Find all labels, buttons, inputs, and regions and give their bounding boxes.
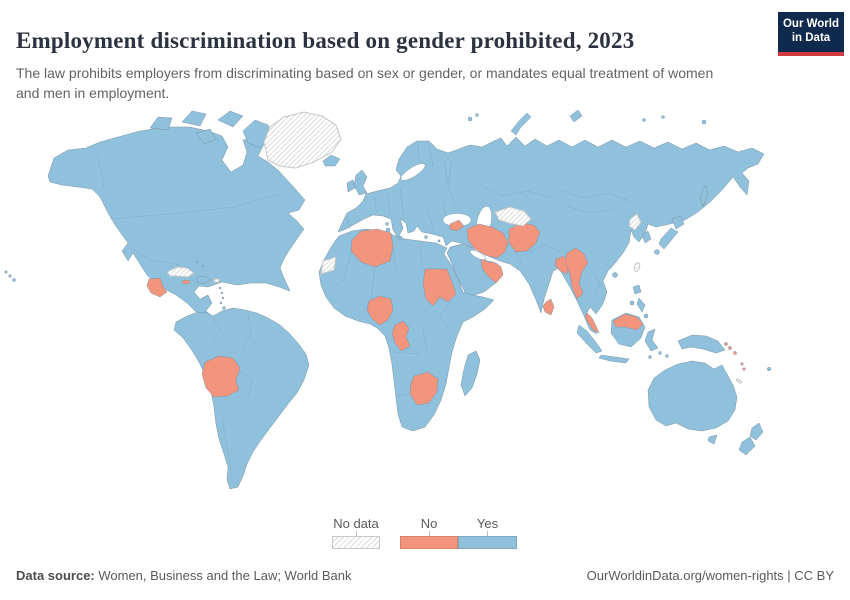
legend-tick-no xyxy=(429,531,430,536)
landmass-eurasia[interactable] xyxy=(337,136,765,335)
country-ireland[interactable] xyxy=(346,179,356,193)
country-iran[interactable] xyxy=(466,223,509,259)
country-australia[interactable] xyxy=(647,360,738,432)
data-source-text: Women, Business and the Law; World Bank xyxy=(94,568,352,583)
page-title: Employment discrimination based on gende… xyxy=(16,28,635,54)
island-hainan[interactable] xyxy=(612,272,618,278)
islands-caribbean[interactable] xyxy=(195,260,226,310)
data-source: Data source: Women, Business and the Law… xyxy=(16,568,352,583)
country-jamaica[interactable] xyxy=(181,279,191,285)
country-azerbaijan[interactable] xyxy=(449,219,465,232)
country-papua-new-guinea[interactable] xyxy=(677,334,726,354)
country-madagascar[interactable] xyxy=(460,350,481,397)
owid-logo-line2: in Data xyxy=(791,32,831,44)
country-puerto-rico[interactable] xyxy=(213,278,220,283)
island-sakhalin[interactable] xyxy=(699,184,709,208)
country-greenland[interactable] xyxy=(263,111,342,169)
legend-label-no: No xyxy=(420,516,438,531)
country-new-zealand[interactable] xyxy=(738,422,764,456)
legend-label-yes: Yes xyxy=(476,516,499,531)
country-sudan[interactable] xyxy=(422,268,457,307)
country-vanuatu[interactable] xyxy=(740,362,746,371)
country-cuba[interactable] xyxy=(166,266,195,278)
country-turkmenistan[interactable] xyxy=(494,206,532,227)
russian-arctic-islands[interactable] xyxy=(467,109,707,136)
country-fiji[interactable] xyxy=(766,366,772,372)
owid-logo-line1: Our World xyxy=(782,18,839,31)
countries-no-data xyxy=(166,111,743,384)
country-iceland[interactable] xyxy=(322,154,341,167)
country-western-sahara[interactable] xyxy=(320,256,337,275)
country-solomon-islands[interactable] xyxy=(724,342,737,355)
country-sri-lanka[interactable] xyxy=(542,298,555,316)
legend-tick-no-data xyxy=(356,531,357,536)
country-oman-uae[interactable] xyxy=(480,258,504,284)
page-subtitle: The law prohibits employers from discrim… xyxy=(16,65,714,101)
country-japan[interactable] xyxy=(654,215,685,255)
country-republic-of-the-congo[interactable] xyxy=(391,320,411,352)
country-malaysia-peninsular[interactable] xyxy=(584,312,600,334)
country-united-kingdom[interactable] xyxy=(353,169,368,196)
islands-hawaii[interactable] xyxy=(4,270,16,282)
country-guatemala[interactable] xyxy=(146,277,168,298)
legend-swatch-yes[interactable] xyxy=(458,536,517,549)
country-taiwan[interactable] xyxy=(633,262,641,272)
legend-swatch-no[interactable] xyxy=(400,536,458,549)
sea-baltic xyxy=(400,163,426,181)
country-malaysia-borneo[interactable] xyxy=(612,313,644,331)
data-source-label: Data source: xyxy=(16,568,95,583)
legend-swatch-no-data[interactable] xyxy=(332,536,380,549)
country-north-korea[interactable] xyxy=(628,213,642,231)
country-philippines[interactable] xyxy=(629,284,649,319)
landmass-north-america[interactable] xyxy=(47,126,306,332)
landmass-south-america[interactable] xyxy=(173,307,310,490)
country-south-korea[interactable] xyxy=(641,230,652,244)
country-nigeria[interactable] xyxy=(366,295,394,326)
country-bolivia[interactable] xyxy=(201,355,241,398)
country-myanmar[interactable] xyxy=(564,247,589,300)
legend-tick-yes xyxy=(487,531,488,536)
island-tasmania[interactable] xyxy=(707,434,718,445)
owid-link-license[interactable]: OurWorldinData.org/women-rights | CC BY xyxy=(586,568,834,583)
country-new-caledonia[interactable] xyxy=(735,378,743,384)
owid-logo[interactable]: Our World in Data xyxy=(778,12,844,56)
country-algeria[interactable] xyxy=(350,228,394,268)
country-botswana[interactable] xyxy=(409,371,439,406)
countries-no xyxy=(146,219,746,406)
legend-label-no-data: No data xyxy=(333,516,379,531)
sea-persian-gulf xyxy=(470,250,486,260)
